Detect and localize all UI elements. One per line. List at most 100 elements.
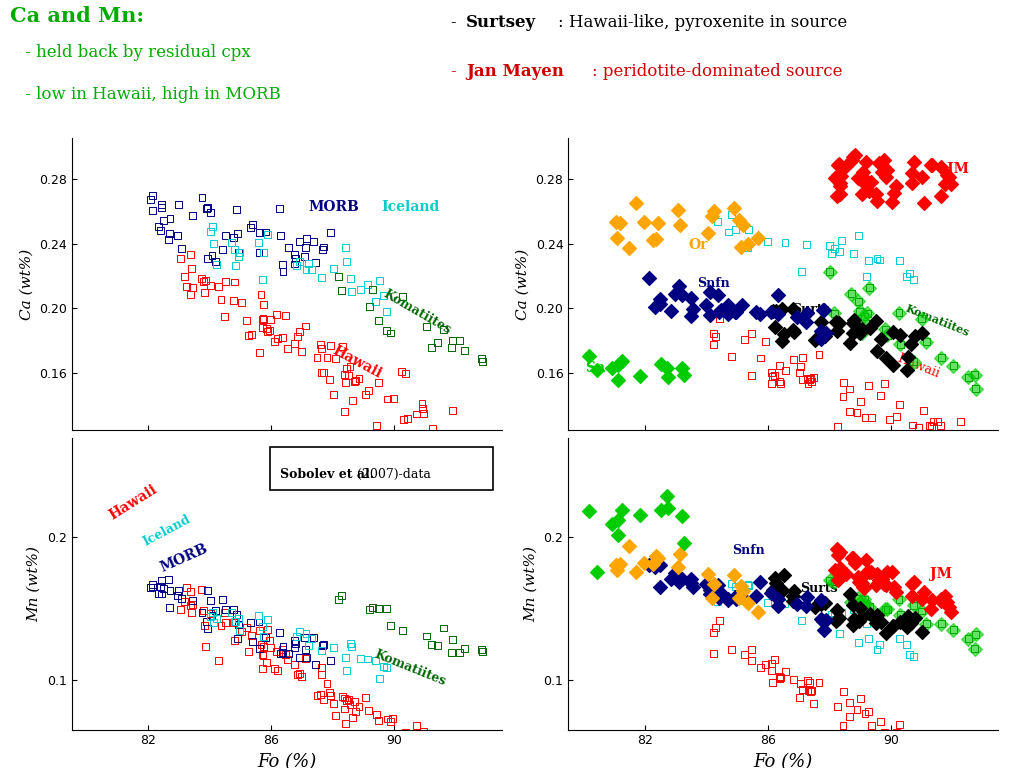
Point <box>892 608 908 621</box>
Point <box>378 306 394 318</box>
Point <box>941 601 957 613</box>
Point <box>811 349 827 361</box>
Point <box>891 593 907 605</box>
Point <box>821 574 838 587</box>
Point <box>305 235 322 247</box>
Point <box>846 313 862 326</box>
Point <box>699 227 716 239</box>
Point <box>399 748 416 760</box>
Point <box>683 577 699 589</box>
Point <box>298 651 314 664</box>
Point <box>612 558 629 570</box>
Point <box>233 625 250 637</box>
Point <box>457 643 473 655</box>
Point <box>712 614 728 627</box>
Point <box>838 160 854 172</box>
Point <box>765 584 781 596</box>
Point <box>262 641 279 654</box>
Point <box>846 248 862 260</box>
Point <box>182 249 199 261</box>
Point <box>346 695 362 707</box>
Point <box>841 382 857 395</box>
Point <box>763 366 779 379</box>
Y-axis label: Ca (wt%): Ca (wt%) <box>516 249 530 319</box>
Point <box>956 466 973 478</box>
Point <box>784 324 801 336</box>
Point <box>724 209 740 221</box>
Point <box>901 437 918 449</box>
Point <box>770 308 786 320</box>
Point <box>659 502 676 514</box>
Point <box>313 366 330 379</box>
Point <box>361 300 378 313</box>
Point <box>743 644 760 656</box>
Point <box>144 204 161 217</box>
Point <box>177 270 194 283</box>
Point <box>685 303 701 316</box>
Point <box>434 758 451 768</box>
Point <box>910 421 927 433</box>
Point <box>813 612 829 624</box>
Text: MORB: MORB <box>158 541 210 575</box>
Point <box>924 159 940 171</box>
Point <box>798 600 814 612</box>
Point <box>343 286 359 298</box>
Point <box>823 608 840 621</box>
Point <box>831 246 848 258</box>
Point <box>860 632 877 644</box>
Point <box>228 204 245 216</box>
Point <box>860 255 877 267</box>
Point <box>635 217 651 229</box>
Point <box>892 608 908 621</box>
Point <box>343 641 359 653</box>
Point <box>854 188 870 200</box>
Point <box>315 367 332 379</box>
Point <box>968 382 984 395</box>
Point <box>915 405 932 417</box>
Point <box>368 296 384 308</box>
Point <box>703 591 720 604</box>
Point <box>739 241 756 253</box>
Point <box>945 624 962 636</box>
Point <box>843 287 859 300</box>
Point <box>763 664 779 677</box>
Point <box>334 690 350 703</box>
Point <box>923 159 939 171</box>
Point <box>416 407 432 419</box>
Point <box>312 689 329 701</box>
Point <box>939 595 955 607</box>
Point <box>924 755 940 767</box>
FancyBboxPatch shape <box>269 446 494 490</box>
Point <box>254 322 270 334</box>
Point <box>429 639 445 651</box>
Point <box>858 156 874 168</box>
Point <box>854 581 870 593</box>
Point <box>861 185 878 197</box>
Point <box>273 258 290 270</box>
Point <box>202 611 218 623</box>
Point <box>380 393 396 406</box>
Point <box>609 528 626 541</box>
Point <box>408 408 424 420</box>
Point <box>774 303 791 316</box>
Point <box>793 677 809 690</box>
Point <box>651 297 668 310</box>
Point <box>739 598 756 610</box>
Point <box>204 609 220 621</box>
Point <box>877 323 893 336</box>
Point <box>278 309 294 321</box>
Point <box>227 615 244 627</box>
Point <box>589 364 605 376</box>
Point <box>757 335 773 347</box>
Point <box>906 356 923 368</box>
Point <box>632 509 648 521</box>
Text: : Hawaii-like, pyroxenite in source: : Hawaii-like, pyroxenite in source <box>558 14 847 31</box>
Point <box>882 413 898 425</box>
Point <box>344 395 360 407</box>
Point <box>772 377 788 389</box>
Point <box>342 698 358 710</box>
Point <box>804 376 820 388</box>
Point <box>891 255 907 267</box>
Point <box>710 215 726 227</box>
Point <box>313 343 330 355</box>
